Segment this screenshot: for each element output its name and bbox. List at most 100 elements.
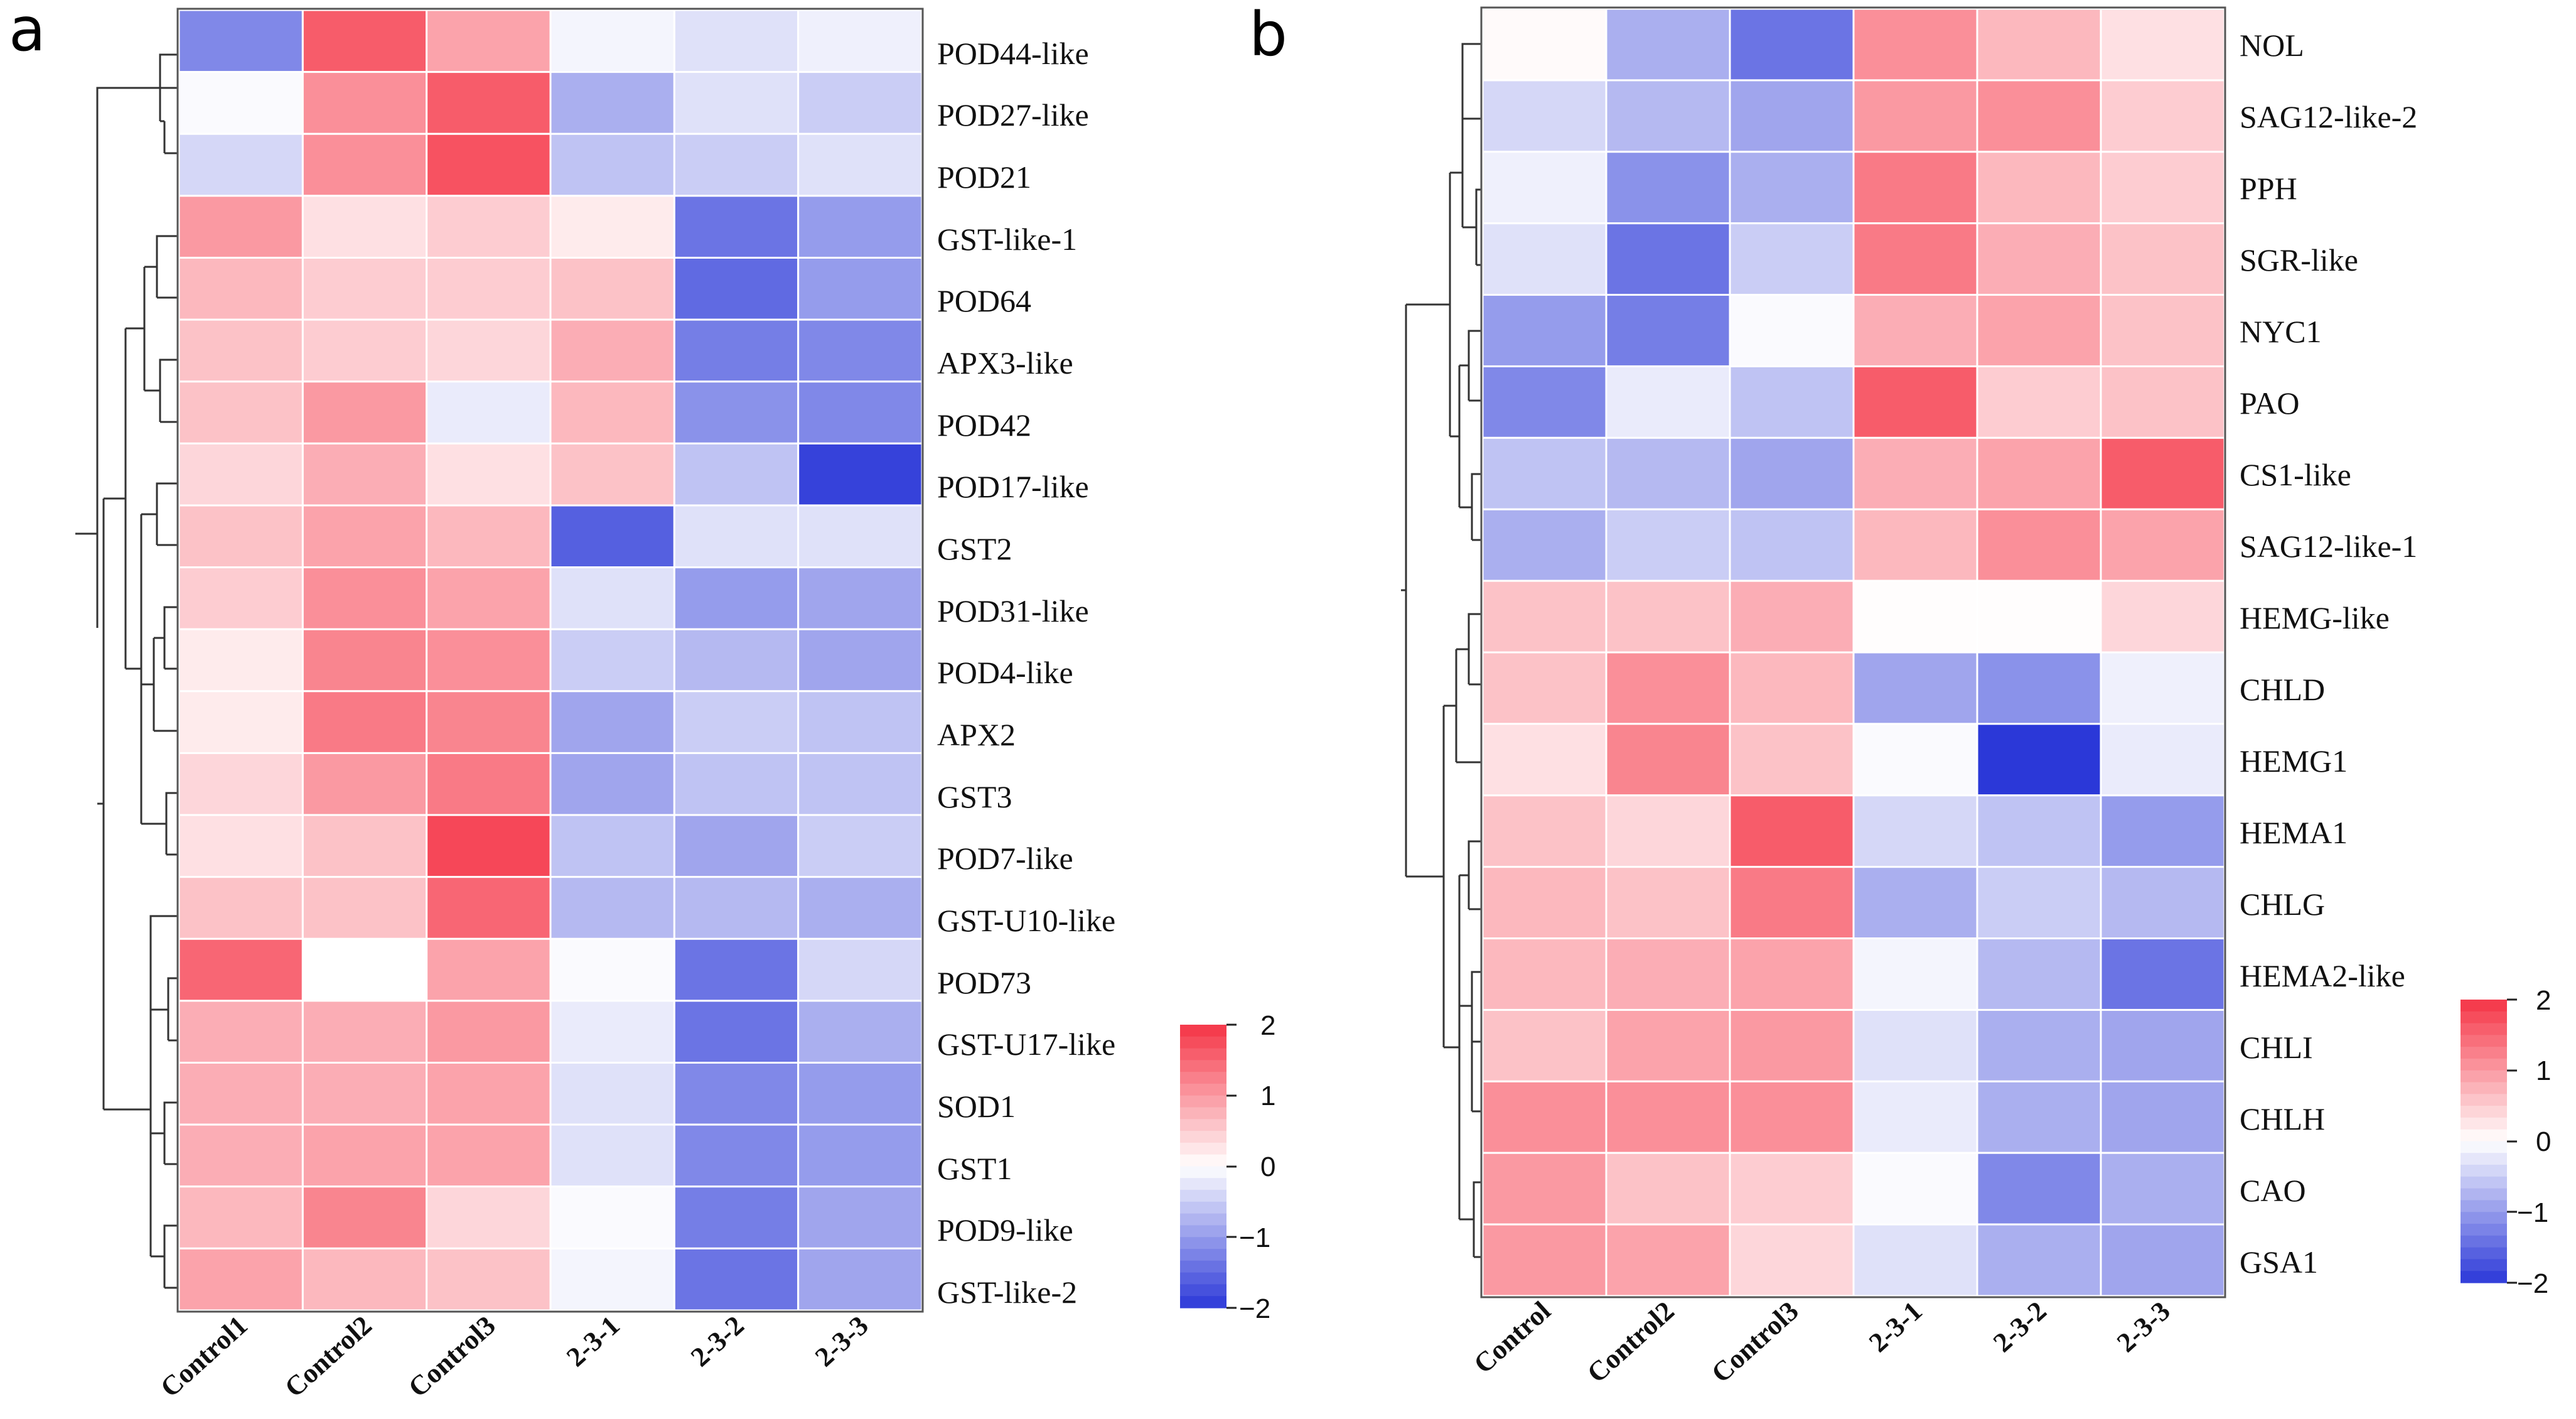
heatmap-cell xyxy=(301,132,428,197)
colorbar-step xyxy=(2461,1106,2507,1118)
column-label: 2-3-2 xyxy=(1987,1295,2053,1358)
heatmap-cell xyxy=(301,937,428,1002)
heatmap-cell xyxy=(301,256,428,321)
heatmap-cell xyxy=(178,876,304,940)
row-label: POD9-like xyxy=(937,1212,1073,1248)
colorbar-step xyxy=(1180,1025,1226,1037)
row-label: NYC1 xyxy=(2240,314,2322,349)
heatmap-cell xyxy=(797,318,923,383)
heatmap-cell xyxy=(178,752,304,816)
row-label: NOL xyxy=(2240,28,2304,63)
row-label: GST-U10-like xyxy=(937,903,1115,938)
heatmap-cell xyxy=(1852,365,1978,439)
colorbar-tick-label: 0 xyxy=(2536,1126,2551,1157)
panel-a-frame xyxy=(176,8,924,1313)
heatmap-cell xyxy=(1481,508,1607,582)
heatmap-cell xyxy=(1605,1152,1731,1226)
heatmap-cell xyxy=(1976,508,2102,582)
row-label: CAO xyxy=(2240,1173,2306,1208)
row-label: GST2 xyxy=(937,531,1012,566)
row-label: APX2 xyxy=(937,717,1016,752)
colorbar-step xyxy=(1180,1048,1226,1060)
heatmap-cell xyxy=(673,195,800,259)
colorbar-step xyxy=(1180,1060,1226,1072)
heatmap-cell xyxy=(2100,508,2226,582)
colorbar-step xyxy=(1180,1166,1226,1179)
heatmap-cell xyxy=(426,9,552,73)
panel-a-row-labels: POD44-like POD27-like POD21 GST-like-1 P… xyxy=(937,36,1115,1310)
heatmap-cell xyxy=(797,1000,923,1064)
heatmap-cell xyxy=(549,690,675,754)
heatmap-cell xyxy=(797,566,923,630)
heatmap-cell xyxy=(1976,866,2102,940)
heatmap-cell xyxy=(549,195,675,259)
heatmap-cell xyxy=(2100,1152,2226,1226)
panel-a-row-dendrogram xyxy=(75,53,179,1289)
heatmap-cell xyxy=(1852,723,1978,797)
heatmap-cell xyxy=(549,752,675,816)
heatmap-cell xyxy=(426,1185,552,1249)
heatmap-cell xyxy=(549,628,675,693)
heatmap-cell xyxy=(1729,580,1855,654)
heatmap-cell xyxy=(673,1000,800,1064)
heatmap-cell xyxy=(673,380,800,445)
colorbar-step xyxy=(1180,1072,1226,1084)
heatmap-cell xyxy=(549,937,675,1002)
heatmap-cell xyxy=(1729,1080,1855,1154)
heatmap-cell xyxy=(1852,436,1978,510)
row-label: GST-like-2 xyxy=(937,1275,1077,1310)
heatmap-cell xyxy=(1729,365,1855,439)
column-label: Control2 xyxy=(1581,1295,1680,1389)
heatmap-cell xyxy=(426,566,552,630)
panel-b-colorbar: 2 1 0 −1 −2 xyxy=(2461,985,2551,1299)
heatmap-cell xyxy=(426,195,552,259)
row-label: HEMA1 xyxy=(2240,815,2348,850)
heatmap-cell xyxy=(1481,79,1607,153)
heatmap-cell xyxy=(301,752,428,816)
colorbar-step xyxy=(1180,1284,1226,1297)
colorbar-tick-label: −2 xyxy=(2517,1268,2548,1299)
heatmap-cell xyxy=(549,442,675,507)
heatmap-cell xyxy=(1605,365,1731,439)
heatmap-cell xyxy=(1852,294,1978,367)
heatmap-cell xyxy=(1976,436,2102,510)
heatmap-cell xyxy=(2100,294,2226,367)
heatmap-cell xyxy=(797,1123,923,1188)
heatmap-cell xyxy=(1729,1223,1855,1297)
row-label: SAG12-like-2 xyxy=(2240,99,2417,134)
heatmap-cell xyxy=(797,1247,923,1312)
colorbar-step xyxy=(2461,1141,2507,1153)
heatmap-cell xyxy=(426,876,552,940)
heatmap-cell xyxy=(1976,294,2102,367)
panel-a-cells xyxy=(178,9,923,1312)
heatmap-cell xyxy=(2100,794,2226,868)
heatmap-cell xyxy=(673,752,800,816)
heatmap-cell xyxy=(301,814,428,878)
heatmap-cell xyxy=(797,1185,923,1249)
row-label: CHLI xyxy=(2240,1030,2313,1065)
heatmap-cell xyxy=(426,442,552,507)
heatmap-cell xyxy=(1481,1008,1607,1082)
heatmap-cell xyxy=(2100,723,2226,797)
heatmap-cell xyxy=(301,195,428,259)
heatmap-cell xyxy=(1729,866,1855,940)
row-label: POD7-like xyxy=(937,841,1073,876)
heatmap-cell xyxy=(673,566,800,630)
colorbar-step xyxy=(1180,1178,1226,1190)
colorbar-tick-label: −2 xyxy=(1239,1293,1270,1324)
colorbar-tick-label: 2 xyxy=(1260,1010,1275,1041)
heatmap-cell xyxy=(426,318,552,383)
heatmap-cell xyxy=(1481,222,1607,296)
heatmap-cell xyxy=(2100,866,2226,940)
heatmap-cell xyxy=(1729,294,1855,367)
heatmap-cell xyxy=(549,1185,675,1249)
heatmap-cell xyxy=(1852,1080,1978,1154)
colorbar-step xyxy=(1180,1142,1226,1155)
colorbar-tick-label: −1 xyxy=(1239,1222,1270,1253)
heatmap-cell xyxy=(797,71,923,135)
heatmap-cell xyxy=(673,71,800,135)
heatmap-cell xyxy=(549,1123,675,1188)
heatmap-cell xyxy=(426,752,552,816)
panel-b-frame xyxy=(1480,6,2226,1298)
row-label: CHLH xyxy=(2240,1101,2325,1136)
